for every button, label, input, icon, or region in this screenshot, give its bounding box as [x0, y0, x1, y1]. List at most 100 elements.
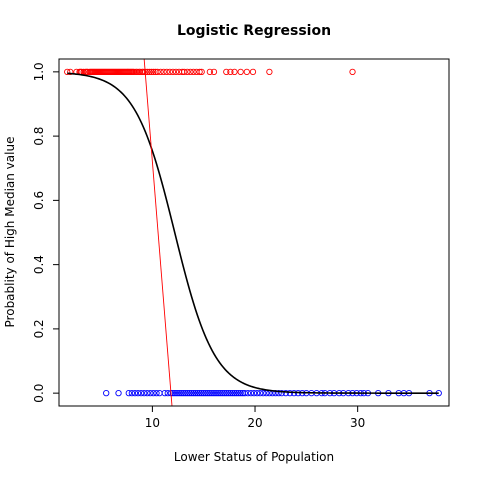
data-point [237, 389, 244, 397]
data-point [140, 68, 147, 76]
data-point [194, 389, 201, 397]
data-point [225, 389, 232, 397]
data-point [266, 68, 273, 76]
data-point [204, 389, 211, 397]
data-point [172, 68, 180, 76]
logistic-curve [67, 72, 439, 394]
data-point [190, 68, 197, 76]
y-tick-label: 1.0 [32, 62, 46, 81]
data-point [182, 389, 189, 397]
data-point [160, 68, 167, 76]
data-point [64, 68, 71, 76]
data-point [244, 389, 251, 397]
data-point [241, 389, 248, 397]
data-point [198, 389, 205, 397]
data-point [67, 68, 74, 76]
data-point [148, 68, 155, 76]
data-point [103, 389, 110, 397]
data-point [177, 389, 185, 397]
y-tick-label: 0.4 [32, 255, 46, 274]
data-point [154, 68, 161, 76]
data-point [229, 389, 236, 397]
data-point [166, 68, 173, 76]
data-point [144, 68, 151, 76]
data-point [163, 68, 170, 76]
data-point [260, 389, 267, 397]
data-point [275, 389, 282, 397]
data-point [198, 68, 205, 76]
data-point [150, 389, 157, 397]
data-point [227, 68, 234, 76]
data-point [250, 389, 258, 397]
chart-title: Logistic Regression [177, 23, 331, 39]
data-point [188, 389, 195, 397]
data-point [221, 389, 228, 397]
data-point [237, 68, 244, 76]
data-point [153, 389, 160, 397]
data-point [146, 68, 153, 76]
data-point [208, 389, 216, 397]
y-axis-label: Probablity of High Median value [3, 137, 17, 328]
data-point [243, 68, 250, 76]
x-tick-label: 10 [145, 416, 160, 430]
data-point [173, 389, 181, 397]
data-point [171, 389, 179, 397]
data-point [181, 68, 188, 76]
data-point [210, 389, 218, 397]
data-point [231, 389, 238, 397]
data-point [202, 389, 209, 397]
data-point [131, 389, 139, 397]
data-point [286, 389, 294, 397]
data-point [169, 389, 177, 397]
data-point [175, 389, 183, 397]
data-point [249, 68, 257, 76]
x-tick-label: 30 [350, 416, 365, 430]
data-point [157, 68, 164, 76]
data-point [144, 389, 151, 397]
data-point [206, 68, 214, 76]
y-tick-label: 0.2 [32, 319, 46, 338]
data-point [128, 389, 136, 397]
y-axis: 0.0 0.2 0.4 0.6 0.8 1.0 [32, 62, 59, 403]
data-point [206, 389, 214, 397]
data-point [192, 389, 199, 397]
data-point [253, 389, 261, 397]
y-tick-label: 0.0 [32, 384, 46, 403]
data-point [147, 389, 154, 397]
data-point [233, 389, 240, 397]
x-tick-label: 20 [247, 416, 262, 430]
x-axis-label: Lower Status of Population [174, 450, 334, 464]
data-point [184, 389, 191, 397]
x-axis: 10 20 30 [145, 406, 365, 430]
data-point [190, 389, 197, 397]
data-point [137, 389, 145, 397]
data-point [219, 389, 226, 397]
data-point [282, 389, 289, 397]
data-point [115, 389, 122, 397]
data-point [257, 389, 264, 397]
data-point [227, 389, 234, 397]
data-point [134, 389, 142, 397]
data-point [212, 389, 220, 397]
plot-area [64, 59, 442, 406]
data-point [278, 389, 285, 397]
data-point [187, 68, 194, 76]
data-point [141, 389, 148, 397]
data-point [184, 68, 191, 76]
data-point [186, 389, 193, 397]
data-point [150, 68, 157, 76]
y-tick-label: 0.8 [32, 127, 46, 146]
linear-fit-line [143, 59, 173, 406]
data-point [214, 389, 222, 397]
high-value-points [64, 68, 356, 76]
data-point [196, 389, 203, 397]
data-point [169, 68, 177, 76]
y-tick-label: 0.6 [32, 191, 46, 210]
data-point [196, 68, 203, 76]
data-point [216, 389, 224, 397]
data-point [223, 389, 230, 397]
data-point [200, 389, 207, 397]
data-point [223, 68, 230, 76]
data-point [231, 68, 238, 76]
